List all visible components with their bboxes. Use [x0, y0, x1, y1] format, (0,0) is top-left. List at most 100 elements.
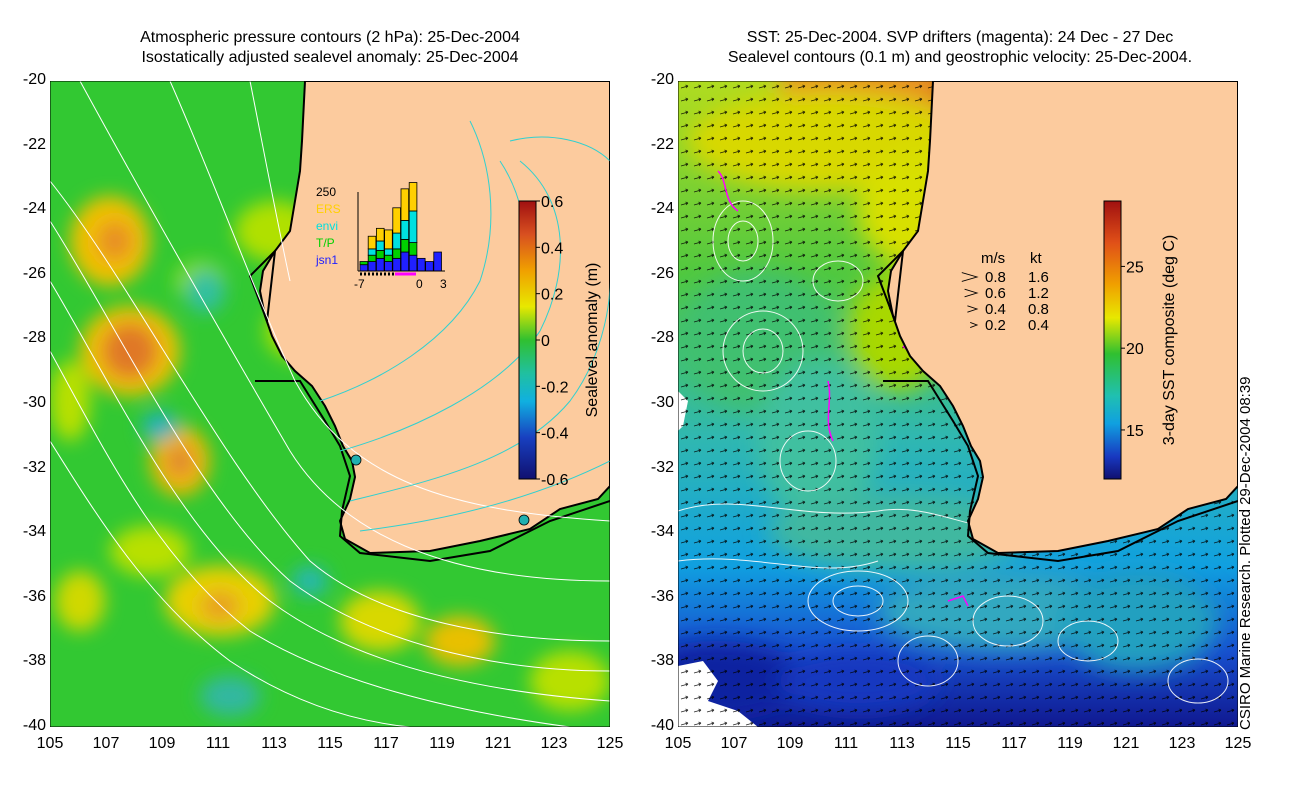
longitude-tick-label: 105	[664, 735, 692, 752]
right-map-title: SST: 25-Dec-2004. SVP drifters (magenta)…	[650, 28, 1270, 68]
velocity-key-kt-value: 1.2	[1028, 285, 1049, 302]
latitude-tick-label: -28	[650, 329, 674, 347]
inset-bar-segment	[376, 257, 385, 272]
longitude-tick-label: 111	[833, 735, 859, 752]
velocity-key-ms-value: 0.8	[985, 269, 1006, 286]
latitude-tick-label: -22	[22, 135, 46, 153]
latitude-tick-label: -24	[22, 200, 46, 218]
inset-bar-segment	[367, 248, 377, 256]
velocity-key-ms-header: m/s	[981, 250, 1005, 267]
inset-xtick-zero: 0	[416, 277, 423, 291]
legend-ers: ERS	[316, 202, 341, 216]
longitude-tick-label: 117	[373, 735, 399, 752]
inset-bar-segment	[384, 248, 393, 256]
left-title-line1: Atmospheric pressure contours (2 hPa): 2…	[140, 29, 520, 46]
latitude-tick-label: -26	[22, 264, 46, 282]
inset-bar-segment	[376, 227, 385, 242]
inset-bar-segment	[392, 232, 401, 250]
longitude-tick-label: 113	[261, 735, 287, 752]
inset-bar-segment	[367, 261, 377, 272]
sealevel-colorbar-tick-label: 0.4	[541, 240, 563, 257]
sealevel-colorbar-tick-label: -0.4	[541, 426, 569, 443]
sst-colorbar-tick-label: 15	[1126, 423, 1144, 440]
sst-colorbar: 25 20 15 3-day SST composite (deg C)	[1103, 200, 1178, 480]
velocity-key-arrow	[970, 321, 979, 329]
credit-line: CSIRO Marine Research. Plotted 29-Dec-20…	[1237, 376, 1254, 730]
sst-map	[678, 81, 1238, 727]
inset-bars	[359, 182, 442, 272]
inset-bar-segment	[384, 254, 393, 262]
satellite-coverage-inset: 250 ERS envi T/P jsn1 -7 0 3	[315, 182, 447, 291]
velocity-key-arrow	[967, 305, 979, 313]
inset-bar-segment	[408, 182, 418, 212]
sealevel-colorbar-tick-label: 0	[541, 333, 550, 350]
legend-jsn1: jsn1	[315, 253, 338, 267]
longitude-tick-label: 119	[429, 735, 455, 752]
longitude-tick-label: 111	[205, 735, 231, 752]
inset-bar-segment	[400, 188, 410, 221]
legend-tp: T/P	[316, 236, 335, 250]
latitude-tick-label: -22	[650, 135, 674, 153]
longitude-tick-label: 105	[36, 735, 64, 752]
inset-bar-segment	[384, 261, 393, 272]
inset-bar-segment	[400, 239, 410, 253]
inset-bar-segment	[392, 248, 401, 259]
inset-bar-segment	[408, 254, 418, 272]
pressure-contours	[50, 81, 610, 727]
inset-bar-segment	[359, 264, 369, 272]
velocity-key-ms-value: 0.6	[985, 285, 1006, 302]
latitude-tick-label: -28	[22, 329, 46, 347]
left-title-line2: Isostatically adjusted sealevel anomaly:…	[141, 49, 519, 66]
isobath-line	[876, 248, 1238, 563]
latitude-tick-label: -38	[650, 652, 674, 670]
longitude-tick-label: 115	[945, 735, 971, 752]
latitude-tick-label: -20	[650, 71, 674, 88]
sst-colorbar-scale	[1103, 200, 1122, 480]
velocity-key-ms-value: 0.4	[985, 301, 1006, 318]
latitude-tick-label: -34	[22, 523, 46, 541]
sealevel-colorbar-tick-label: 0.2	[541, 287, 563, 304]
sealevel-colorbar-label: Sealevel anomaly (m)	[584, 263, 601, 418]
latitude-tick-label: -38	[22, 652, 46, 670]
inset-bar-segment	[359, 261, 369, 266]
inset-bar-segment	[400, 220, 410, 240]
velocity-key-arrow	[964, 288, 979, 298]
tide-gauge-marker	[518, 514, 530, 526]
latitude-tick-label: -20	[22, 71, 46, 88]
inset-bar-segment	[400, 251, 410, 272]
latitude-tick-label: -36	[650, 587, 674, 605]
right-title-line2: Sealevel contours (0.1 m) and geostrophi…	[727, 49, 1193, 66]
inset-bar-segment	[376, 250, 385, 259]
right-title-line1: SST: 25-Dec-2004. SVP drifters (magenta)…	[746, 29, 1174, 46]
longitude-tick-label: 121	[1112, 735, 1140, 752]
velocity-key-kt-header: kt	[1030, 250, 1043, 267]
longitude-tick-label: 119	[1057, 735, 1083, 752]
latitude-tick-label: -30	[22, 394, 46, 411]
sst-colorbar-tick-label: 25	[1126, 259, 1144, 276]
left-map-title: Atmospheric pressure contours (2 hPa): 2…	[50, 28, 610, 68]
longitude-tick-label: 115	[317, 735, 343, 752]
velocity-key: m/s kt 0.8 1.60.6 1.20.4 0.80.2 0.4	[961, 250, 1049, 334]
sealevel-colorbar-tick-label: -0.6	[541, 472, 569, 489]
longitude-tick-label: 125	[596, 735, 624, 752]
inset-xtick-min: -7	[354, 277, 365, 291]
inset-bar-segment	[417, 257, 426, 272]
inset-ytick: 250	[316, 185, 336, 199]
longitude-tick-label: 107	[92, 735, 120, 752]
inset-bar-segment	[392, 257, 401, 272]
longitude-tick-label: 107	[720, 735, 748, 752]
latitude-tick-label: -32	[650, 458, 674, 476]
inset-bar-segment	[367, 235, 377, 250]
latitude-tick-label: -24	[650, 200, 674, 218]
longitude-tick-label: 121	[484, 735, 512, 752]
longitude-tick-label: 123	[1168, 735, 1196, 752]
longitude-tick-label: 125	[1224, 735, 1252, 752]
inset-xtick-max: 3	[440, 277, 447, 291]
latitude-tick-label: -40	[650, 717, 674, 734]
sealevel-colorbar-tick-label: 0.6	[541, 195, 563, 211]
latitude-tick-label: -26	[650, 264, 674, 282]
inset-bar-segment	[376, 240, 385, 251]
sst-colorbar-tick-label: 20	[1126, 341, 1144, 358]
inset-bar-segment	[425, 261, 434, 272]
velocity-key-kt-value: 1.6	[1028, 269, 1049, 286]
